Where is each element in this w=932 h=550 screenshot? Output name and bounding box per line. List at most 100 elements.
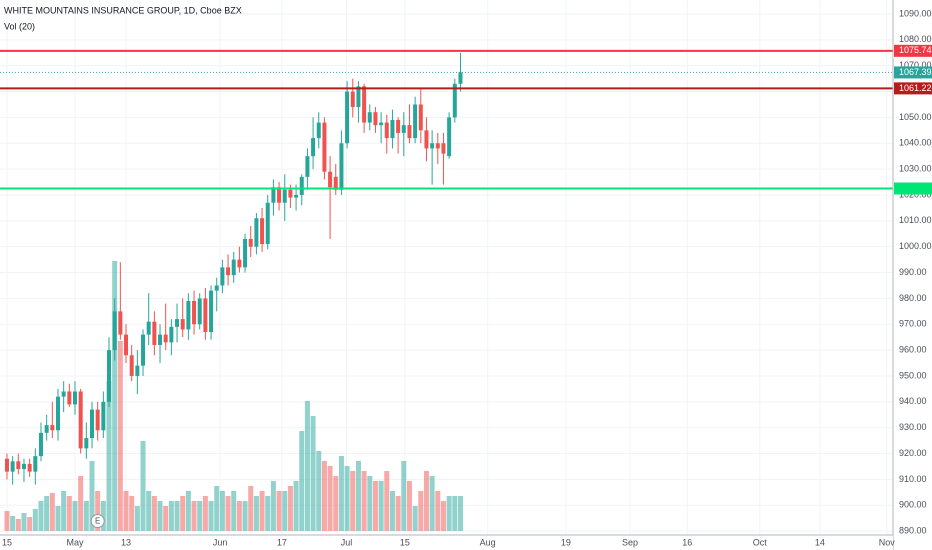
volume-bar [163,506,169,531]
volume-bar [418,491,424,531]
volume-bar [389,491,395,531]
y-tick-label: 970.00 [899,319,927,329]
y-tick-label: 1040.00 [899,138,932,148]
candle-body [277,187,282,203]
candle-body [55,396,60,431]
price-tag [894,182,932,195]
volume-bar [265,496,271,531]
candle-body [101,401,106,431]
candle-body [282,189,287,203]
volume-bar [168,501,174,531]
candle-body [135,365,140,376]
candle-body [186,300,191,330]
candle-body [169,326,174,343]
volume-bar [231,491,237,531]
volume-bar [435,491,441,531]
candle-body [152,321,157,345]
candle-body [163,334,168,343]
volume-bar [202,496,208,531]
x-tick-label: Jun [213,537,228,547]
candle-body [396,119,401,133]
volume-bar [117,341,123,531]
candle-body [231,259,236,276]
candle-body [288,189,293,198]
candle-body [356,86,361,108]
candle-body [90,409,95,439]
candle-body [322,122,327,172]
price-tag [894,82,932,95]
volume-bar [406,481,412,531]
price-tags: 1075.74 1061.22 1067.39 E [90,44,932,528]
x-tick-label: 15 [2,537,12,547]
volume-bar [191,501,197,531]
volume-bar [299,431,305,531]
candle-body [299,176,304,195]
volume-bar [259,491,265,531]
candle-body [95,409,100,431]
y-tick-label: 1050.00 [899,112,932,122]
volume-bar [32,509,38,531]
candle-body [38,432,43,457]
x-tick-label: Oct [753,537,768,547]
candle-body [180,319,185,330]
event-label: E [95,517,100,526]
volume-bar [83,501,89,531]
candle-body [311,138,316,157]
volume-bar [452,496,458,531]
volume-bar [446,496,452,531]
volume-bar [384,471,390,531]
candle-body [384,122,389,139]
volume-bar [367,476,373,531]
candle-body [458,72,463,84]
volume-bar [401,461,407,531]
candle-body [21,463,26,470]
candle-body [107,350,112,402]
volume-pane [4,261,463,531]
candle-body [418,104,423,131]
price-tag-label: 1075.74 [899,45,932,55]
candle-body [27,463,32,472]
volume-bar [89,461,95,531]
volume-bar [310,416,316,531]
candle-body [33,456,38,472]
y-tick-label: 1090.00 [899,8,932,18]
x-tick-label: 13 [121,537,131,547]
volume-bar [38,501,44,531]
y-tick-label: 890.00 [899,525,927,535]
candle-body [441,143,446,154]
candle-body [373,112,378,126]
price-tag [894,44,932,57]
candle-body [214,285,219,291]
candle-body [84,438,89,449]
volume-bar [129,496,135,531]
volume-bar [248,486,254,531]
x-tick-label: Nov [879,537,896,547]
candle-body [271,187,276,203]
volume-bar [123,491,129,531]
x-tick-label: Sep [622,537,638,547]
candles [4,52,463,485]
candle-body [350,91,355,108]
x-tick-label: Jul [341,537,353,547]
volume-bar [316,451,322,531]
volume-bar [429,476,435,531]
candle-body [413,104,418,139]
volume-bar [333,476,339,531]
volume-bar [276,491,282,531]
volume-bar [304,401,310,531]
volume-bar [253,496,259,531]
volume-bar [140,441,146,531]
volume-bar [44,496,50,531]
y-tick-label: 910.00 [899,474,927,484]
y-tick-label: 1080.00 [899,34,932,44]
volume-bar [21,513,27,531]
volume-bar [174,501,180,531]
candle-body [390,119,395,139]
volume-bar [15,519,21,531]
candle-body [254,218,259,247]
volume-title: Vol (20) [4,21,35,31]
candle-body [260,218,265,245]
volume-bar [10,516,16,531]
volume-bar [321,461,327,531]
